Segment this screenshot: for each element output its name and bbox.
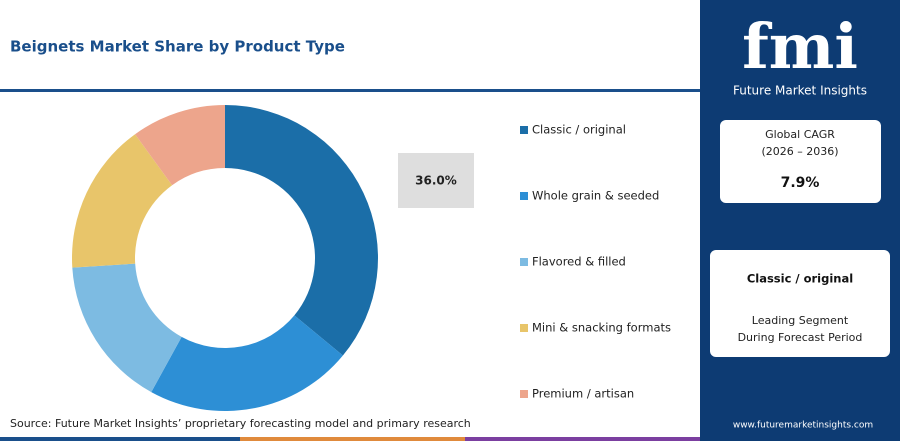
donut-segment [151, 315, 343, 411]
source: Source: Future Market Insights’ propriet… [10, 417, 471, 430]
legend-swatch [520, 126, 528, 134]
url: www.futuremarketinsights.com [733, 421, 873, 431]
legend-label: Premium / artisan [532, 387, 634, 401]
value-label-box [398, 153, 474, 208]
legend-label: Classic / original [532, 123, 626, 137]
donut [72, 105, 378, 411]
sidebar [700, 0, 900, 441]
brand: Future Market Insights [733, 84, 867, 98]
donut-segment [72, 134, 173, 268]
title-rule [0, 89, 700, 92]
legend-swatch [520, 258, 528, 266]
donut-segment [225, 105, 378, 356]
donut-segment [135, 105, 225, 186]
leading-segment: Classic / original [747, 272, 853, 286]
legend-swatch [520, 192, 528, 200]
leading-caption: During Forecast Period [738, 331, 863, 344]
cagr-period: (2026 – 2036) [761, 145, 838, 158]
legend-swatch [520, 324, 528, 332]
legend-label: Mini & snacking formats [532, 321, 671, 335]
cagr-box [720, 120, 881, 203]
footer-strip [0, 437, 240, 441]
logo: fmi [742, 10, 858, 83]
legend: Classic / original Whole grain & seeded Fl… [520, 123, 671, 401]
cagr-label: Global CAGR [765, 128, 835, 141]
cagr-value: 7.9% [781, 175, 820, 191]
leading-caption: Leading Segment [752, 314, 849, 327]
legend-swatch [520, 390, 528, 398]
leading-box [710, 250, 890, 357]
footer-strip [240, 437, 465, 441]
legend-label: Whole grain & seeded [532, 189, 659, 203]
donut-segment [72, 263, 182, 393]
chart-title: Beignets Market Share by Product Type [10, 38, 345, 56]
footer-strip [465, 437, 700, 441]
legend-label: Flavored & filled [532, 255, 626, 269]
value-label: 36.0% [415, 174, 457, 188]
